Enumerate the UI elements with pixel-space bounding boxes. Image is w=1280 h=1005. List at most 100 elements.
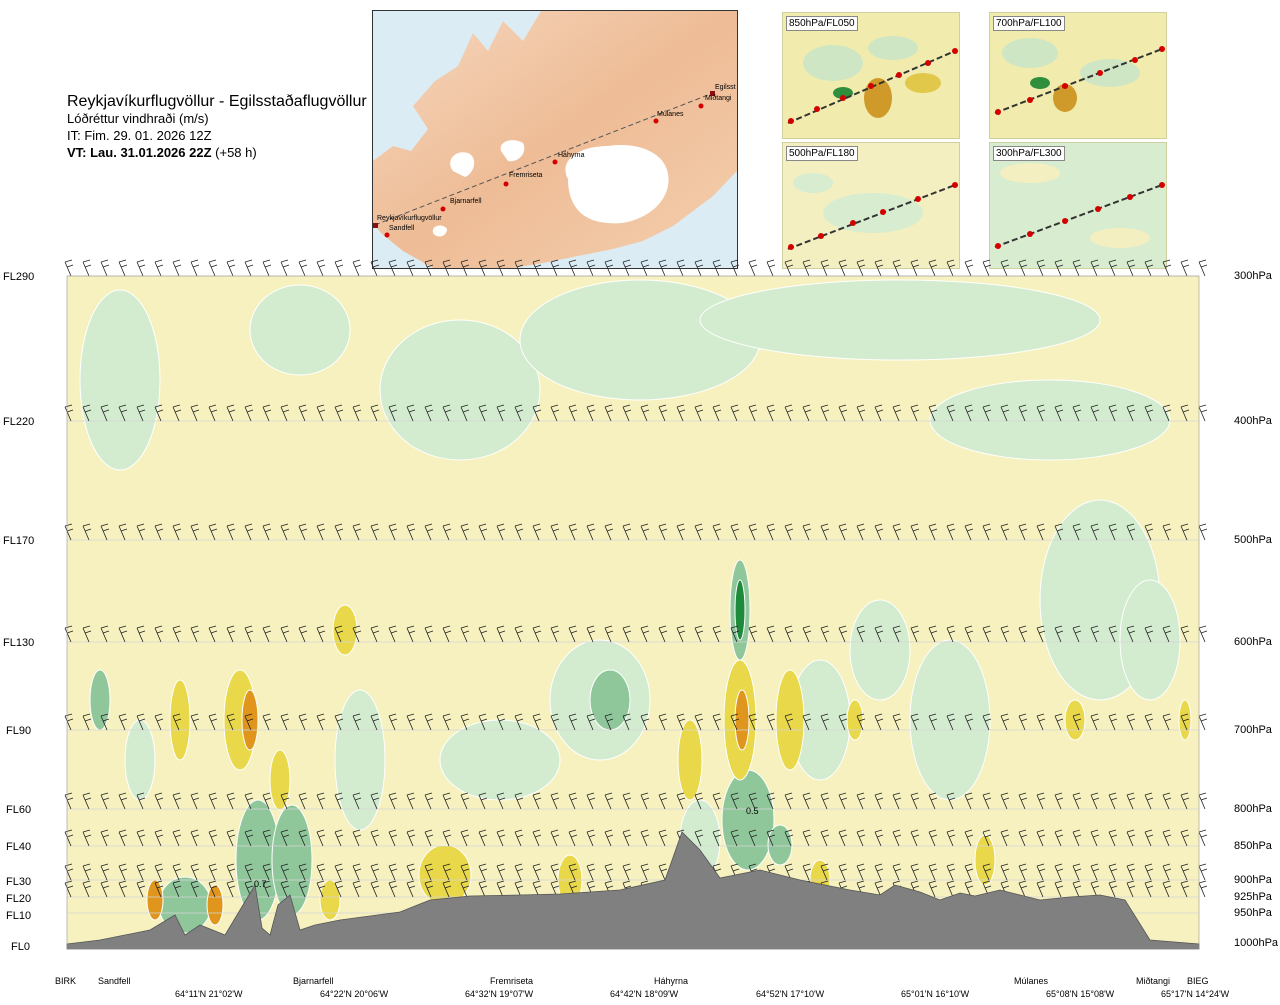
wind-barb	[370, 523, 380, 541]
velocity-contour	[124, 719, 156, 801]
wind-barb	[550, 829, 560, 847]
velocity-contour	[89, 669, 111, 731]
wind-barb	[442, 880, 452, 898]
wind-barb	[1018, 713, 1028, 731]
wind-barb	[892, 713, 902, 731]
glacier-vatnajokull	[565, 145, 669, 224]
wind-barb	[586, 863, 596, 881]
hpa-label-300: 300hPa	[1234, 270, 1272, 282]
wind-barb	[388, 625, 398, 643]
wind-barb	[244, 713, 254, 731]
wind-barb	[478, 863, 488, 881]
wind-barb	[1054, 259, 1064, 277]
wind-barb	[442, 259, 452, 277]
wind-barb	[154, 880, 164, 898]
hpa-label-925: 925hPa	[1234, 891, 1272, 903]
wind-barb	[766, 523, 776, 541]
wind-barb	[946, 880, 956, 898]
wind-barb	[730, 404, 740, 422]
wind-barb	[496, 880, 506, 898]
wind-barb	[604, 625, 614, 643]
wind-barb	[118, 829, 128, 847]
wind-barb	[136, 792, 146, 810]
wind-barb	[694, 259, 704, 277]
wind-barb	[874, 713, 884, 731]
wind-barb	[676, 523, 686, 541]
coord-label-0: 64°11'N 21°02'W	[175, 989, 243, 999]
wind-barb	[838, 404, 848, 422]
wind-barb	[64, 625, 74, 643]
wind-barb	[460, 829, 470, 847]
wind-barb	[856, 792, 866, 810]
wind-barb	[1198, 829, 1208, 847]
wind-barb	[280, 880, 290, 898]
wind-barb	[1018, 259, 1028, 277]
wind-barb	[622, 863, 632, 881]
wind-barb	[154, 625, 164, 643]
wind-barb	[676, 625, 686, 643]
wind-barb	[1036, 523, 1046, 541]
wind-barb	[406, 523, 416, 541]
wind-barb	[964, 625, 974, 643]
wind-barb	[532, 259, 542, 277]
fl-label-290: FL290	[3, 271, 35, 283]
wind-barb	[820, 863, 830, 881]
wind-barb	[262, 523, 272, 541]
wind-barb	[550, 625, 560, 643]
wind-barb	[352, 792, 362, 810]
wind-barb	[1126, 880, 1136, 898]
wind-barb	[964, 713, 974, 731]
wind-barb	[1180, 713, 1190, 731]
wind-barb	[478, 404, 488, 422]
wind-barb	[118, 792, 128, 810]
wind-barb	[748, 625, 758, 643]
wind-barb	[100, 625, 110, 643]
wind-barb	[496, 713, 506, 731]
wind-barb	[1144, 829, 1154, 847]
issue-time: IT: Fim. 29. 01. 2026 12Z	[67, 128, 212, 143]
wind-barb	[298, 863, 308, 881]
wind-barb	[352, 829, 362, 847]
mini-map-700-svg	[990, 13, 1166, 138]
map-station-bjarnarfell: Bjarnarfell	[450, 198, 482, 205]
wind-barb	[928, 523, 938, 541]
velocity-contour	[269, 749, 291, 811]
velocity-contour	[589, 669, 631, 731]
wind-barb	[316, 863, 326, 881]
wind-barb	[874, 792, 884, 810]
wind-barb	[190, 713, 200, 731]
wind-barb	[478, 829, 488, 847]
wind-barb	[118, 523, 128, 541]
velocity-contour	[721, 769, 775, 871]
wind-barb	[154, 523, 164, 541]
wind-barb	[424, 792, 434, 810]
map-station-birk: Reykjavíkurflugvöllur	[377, 215, 442, 222]
wind-barb	[496, 625, 506, 643]
wind-barb	[226, 259, 236, 277]
velocity-contour	[169, 679, 191, 761]
wind-barb	[1198, 404, 1208, 422]
wind-barb	[874, 829, 884, 847]
hpa-label-700: 700hPa	[1234, 724, 1272, 736]
wind-barb	[568, 404, 578, 422]
fl-label-40: FL40	[6, 841, 32, 853]
wind-barb	[712, 259, 722, 277]
station-label-hahyrna: Háhyrna	[654, 976, 689, 986]
wind-barb	[424, 829, 434, 847]
wind-barb	[118, 404, 128, 422]
velocity-contour	[271, 804, 313, 916]
wind-barb	[154, 829, 164, 847]
velocity-contour	[846, 699, 864, 741]
wind-barb	[298, 404, 308, 422]
wind-barb	[910, 792, 920, 810]
wind-barb	[136, 523, 146, 541]
wind-barb	[334, 713, 344, 731]
fl-label-20: FL20	[6, 893, 32, 905]
wind-barb	[100, 404, 110, 422]
wind-barb	[334, 863, 344, 881]
wind-barb	[640, 713, 650, 731]
wind-barb	[82, 523, 92, 541]
wind-barb	[748, 404, 758, 422]
wind-barb	[1018, 625, 1028, 643]
wind-barb	[694, 404, 704, 422]
